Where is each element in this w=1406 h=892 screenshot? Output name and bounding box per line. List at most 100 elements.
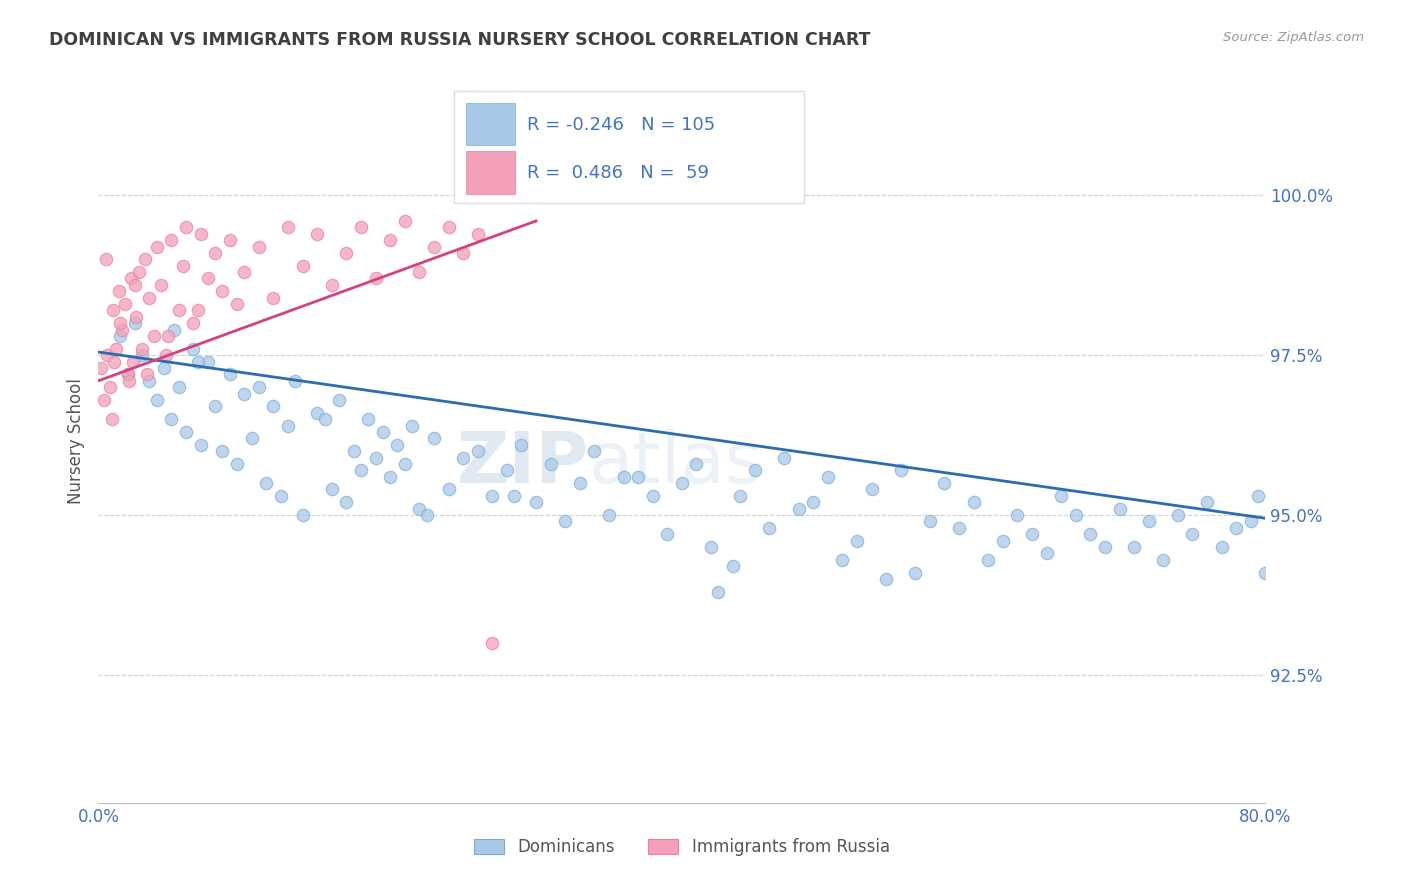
Point xyxy=(174,425,197,439)
Point xyxy=(730,489,752,503)
Point xyxy=(613,469,636,483)
Y-axis label: Nursery School: Nursery School xyxy=(66,378,84,505)
Point xyxy=(1035,546,1057,560)
Point xyxy=(131,342,153,356)
Point xyxy=(1108,501,1130,516)
Point xyxy=(744,463,766,477)
Point xyxy=(284,374,307,388)
Point xyxy=(1123,540,1146,554)
Point xyxy=(962,495,984,509)
FancyBboxPatch shape xyxy=(465,151,515,194)
Point xyxy=(197,271,219,285)
Point xyxy=(187,354,209,368)
Point xyxy=(415,508,437,522)
Point xyxy=(890,463,912,477)
Point xyxy=(641,489,664,503)
Point xyxy=(138,291,160,305)
Point xyxy=(122,354,145,368)
Point xyxy=(934,476,956,491)
Point xyxy=(401,418,423,433)
Point xyxy=(103,354,125,368)
Point xyxy=(270,489,292,503)
Point xyxy=(467,227,489,241)
Point xyxy=(685,457,707,471)
Point xyxy=(111,323,134,337)
Point xyxy=(181,342,204,356)
Point xyxy=(408,501,430,516)
Legend: Dominicans, Immigrants from Russia: Dominicans, Immigrants from Russia xyxy=(467,831,897,863)
Point xyxy=(1211,540,1233,554)
Point xyxy=(307,227,329,241)
Point xyxy=(1254,566,1277,580)
Point xyxy=(657,527,679,541)
Point xyxy=(104,342,127,356)
Point xyxy=(343,444,366,458)
Point xyxy=(247,380,270,394)
Point xyxy=(211,444,233,458)
Point xyxy=(860,483,883,497)
Point xyxy=(291,259,314,273)
Point xyxy=(114,297,136,311)
Point xyxy=(117,368,139,382)
Point xyxy=(98,380,121,394)
Point xyxy=(110,316,132,330)
Point xyxy=(408,265,430,279)
Point xyxy=(153,361,176,376)
Point xyxy=(160,233,183,247)
Point xyxy=(773,450,796,465)
Point xyxy=(357,412,380,426)
Point xyxy=(335,246,357,260)
Point xyxy=(671,476,693,491)
Point xyxy=(160,412,183,426)
Point xyxy=(90,361,112,376)
Point xyxy=(831,553,853,567)
Point xyxy=(263,291,285,305)
Point xyxy=(321,277,343,292)
Point xyxy=(101,303,124,318)
Point xyxy=(181,316,204,330)
Point xyxy=(125,310,148,324)
Point xyxy=(307,406,329,420)
Point xyxy=(277,220,299,235)
Point xyxy=(233,386,256,401)
Point xyxy=(627,469,650,483)
Point xyxy=(437,220,460,235)
Point xyxy=(524,495,547,509)
Point xyxy=(350,463,373,477)
Point xyxy=(131,348,153,362)
Point xyxy=(120,271,142,285)
Point xyxy=(146,392,169,407)
Point xyxy=(1050,489,1073,503)
Point xyxy=(568,476,591,491)
Point xyxy=(1021,527,1043,541)
Point xyxy=(423,431,446,445)
Point xyxy=(100,412,122,426)
Text: DOMINICAN VS IMMIGRANTS FROM RUSSIA NURSERY SCHOOL CORRELATION CHART: DOMINICAN VS IMMIGRANTS FROM RUSSIA NURS… xyxy=(49,31,870,49)
Point xyxy=(204,400,226,414)
Text: Source: ZipAtlas.com: Source: ZipAtlas.com xyxy=(1223,31,1364,45)
Point xyxy=(117,368,139,382)
Point xyxy=(93,392,115,407)
Point xyxy=(801,495,824,509)
Point xyxy=(875,572,897,586)
Point xyxy=(481,489,503,503)
Point xyxy=(157,329,180,343)
Point xyxy=(437,483,460,497)
Point xyxy=(124,277,146,292)
Point xyxy=(787,501,810,516)
Point xyxy=(700,540,723,554)
Point xyxy=(94,252,117,267)
Point xyxy=(904,566,927,580)
Text: ZIP: ZIP xyxy=(457,429,589,498)
Point xyxy=(134,252,156,267)
Point xyxy=(135,368,157,382)
Point xyxy=(218,368,240,382)
Point xyxy=(128,265,150,279)
Point xyxy=(204,246,226,260)
Point xyxy=(197,354,219,368)
Point xyxy=(918,515,941,529)
Point xyxy=(1167,508,1189,522)
Point xyxy=(1225,521,1247,535)
Point xyxy=(1197,495,1219,509)
Point xyxy=(503,489,526,503)
